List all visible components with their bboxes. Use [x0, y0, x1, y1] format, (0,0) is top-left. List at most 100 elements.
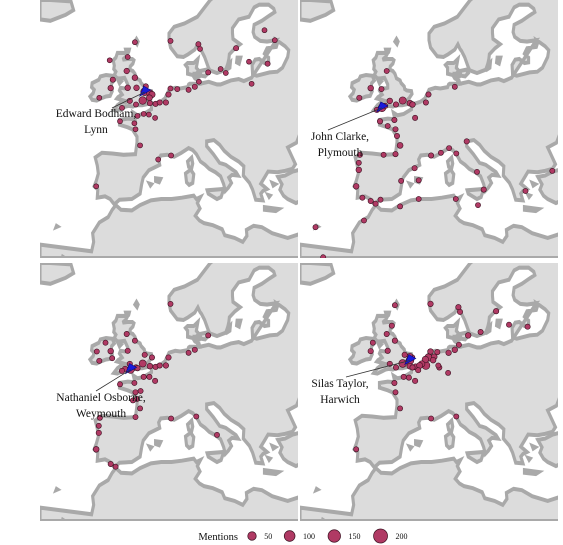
mention-marker [137, 405, 143, 412]
mention-marker [435, 362, 442, 369]
mention-marker [437, 149, 444, 156]
merchant-label-line: Weymouth [76, 408, 126, 420]
mention-marker [222, 70, 229, 76]
mention-marker [167, 300, 174, 307]
mention-marker [397, 203, 403, 210]
mention-marker [205, 69, 212, 76]
merchant-label-line: Edward Bodham, [56, 108, 137, 120]
mention-marker [185, 86, 192, 93]
mention-marker [140, 373, 147, 380]
mention-marker [96, 357, 103, 364]
mention-marker [388, 322, 395, 329]
mention-marker [168, 415, 174, 422]
mention-marker [425, 91, 432, 98]
mention-marker [398, 96, 407, 105]
mention-marker [392, 126, 399, 133]
mention-marker [378, 86, 385, 92]
merchant-label-line: Nathaniel Osborne, [56, 392, 146, 404]
mention-marker [522, 188, 529, 194]
mention-marker [355, 166, 362, 174]
mention-marker [445, 349, 452, 356]
mention-marker [95, 422, 102, 429]
mention-marker [434, 349, 441, 356]
mention-marker [367, 198, 374, 204]
label-leader-line [95, 369, 131, 392]
mention-marker [195, 41, 202, 48]
mention-marker [132, 126, 139, 133]
mention-marker [264, 60, 271, 67]
mention-marker [415, 177, 422, 184]
legend-label: 150 [349, 532, 361, 541]
mention-marker [452, 196, 459, 202]
mention-marker [146, 373, 153, 380]
mention-marker [453, 150, 460, 157]
mention-marker [133, 101, 139, 108]
mention-marker [453, 413, 460, 420]
mention-marker [400, 373, 407, 380]
mention-marker [356, 94, 363, 101]
mention-marker [134, 113, 141, 119]
merchant-label: Nathaniel Osborne, Weymouth [56, 392, 146, 420]
mention-marker [102, 339, 109, 346]
legend: Mentions 50 100 150 200 [198, 528, 408, 544]
legend-item: 150 [327, 529, 361, 543]
mention-marker [156, 362, 163, 369]
merchant-label-line: Silas Taylor, [311, 378, 368, 390]
mention-marker [398, 177, 404, 184]
map-panel-clarke: John Clarke, Plymouth [300, 0, 558, 258]
merchant-label: Silas Taylor, Harwich [311, 378, 368, 406]
mention-marker [132, 39, 138, 46]
mention-marker [391, 302, 398, 309]
mention-marker [167, 85, 174, 92]
mention-marker [428, 152, 435, 159]
mention-marker [146, 94, 153, 102]
mention-marker [477, 329, 484, 335]
mention-marker [167, 38, 174, 44]
mention-marker [451, 83, 458, 90]
mention-marker [97, 414, 103, 421]
mention-marker [133, 84, 140, 91]
mention-marker [165, 354, 172, 361]
mention-marker [356, 151, 363, 158]
mention-marker [131, 380, 138, 386]
mention-marker [131, 337, 138, 344]
mention-marker [463, 138, 470, 145]
label-leader-line [327, 107, 382, 131]
merchant-label-line: Harwich [320, 394, 360, 406]
home-port-marker [376, 101, 389, 113]
mention-marker [451, 346, 458, 353]
mention-marker [146, 363, 154, 370]
mention-marker [93, 348, 100, 355]
mention-marker [107, 85, 114, 92]
mention-marker [392, 151, 399, 158]
mention-marker [217, 66, 224, 72]
map-panel-osborne: Nathaniel Osborne, Weymouth [40, 263, 298, 521]
mention-marker [465, 332, 472, 339]
mention-marker [446, 145, 452, 151]
legend-item: 100 [283, 530, 315, 542]
mention-marker [396, 142, 404, 149]
mention-marker [409, 364, 416, 371]
mention-marker [156, 99, 163, 106]
mention-marker [372, 200, 379, 207]
mention-marker [355, 159, 362, 166]
mention-marker [524, 323, 531, 330]
legend-marker [283, 530, 296, 542]
mention-marker [271, 37, 278, 44]
mention-marker [107, 461, 114, 467]
mention-marker [409, 101, 416, 108]
mention-marker [119, 105, 125, 111]
mention-marker [140, 111, 147, 117]
merchant-label: John Clarke, Plymouth [311, 131, 369, 159]
mention-marker [149, 354, 155, 361]
mention-marker [405, 374, 412, 381]
mention-marker [137, 388, 144, 394]
mention-marker [480, 186, 487, 193]
mention-marker [131, 120, 138, 127]
legend-title: Mentions [198, 532, 238, 543]
mention-marker [152, 115, 158, 121]
mention-marker [506, 321, 512, 328]
mention-marker [124, 54, 131, 60]
mention-marker [367, 84, 374, 92]
mention-marker [138, 359, 147, 368]
